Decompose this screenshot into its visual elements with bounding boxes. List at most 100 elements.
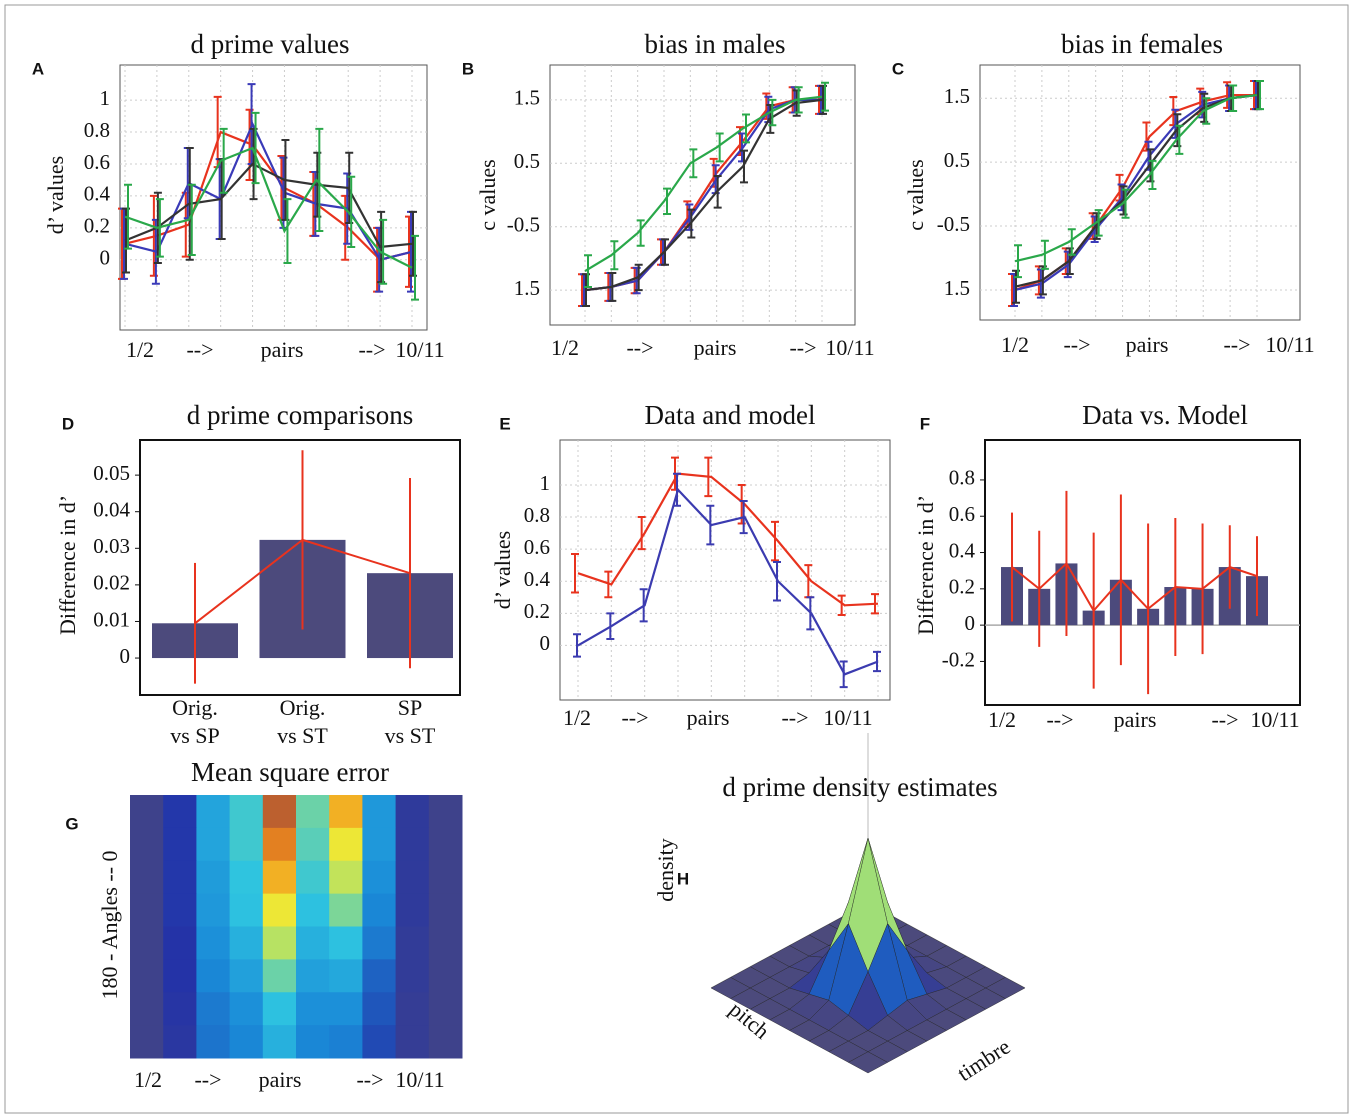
series-line [1014, 93, 1258, 288]
x-axis-label: 1/2 [134, 1067, 162, 1092]
figure-border [4, 4, 1349, 1114]
chart-title: Mean square error [191, 757, 389, 787]
chart-title: Data and model [645, 400, 816, 430]
heatmap-cell [428, 959, 463, 993]
heatmap-cell [130, 992, 164, 1026]
heatmap-cell [163, 992, 197, 1026]
heatmap-cell [262, 795, 297, 829]
panel-letter: H [677, 869, 689, 888]
chart-title: Data vs. Model [1082, 400, 1248, 430]
heatmap-cell [163, 795, 197, 829]
y-axis-label: c values [903, 159, 928, 230]
heatmap-cell [296, 860, 330, 895]
error-bar [663, 187, 671, 216]
heatmap-cell [296, 1025, 330, 1059]
panel-letter: E [499, 414, 510, 433]
error-bar [821, 81, 829, 112]
y-tick-label: 0.2 [949, 575, 975, 599]
heatmap-cell [262, 893, 297, 927]
y-tick-label: 0 [540, 631, 551, 655]
heatmap-cell [296, 992, 330, 1026]
y-tick-label: 0.6 [524, 535, 550, 559]
y-tick-label: 0.4 [524, 567, 551, 591]
chart-title: bias in males [645, 29, 786, 59]
y-axis-label: 180 - Angles -- 0 [97, 850, 122, 999]
error-bar [379, 218, 388, 285]
y-tick-label: 0.4 [84, 182, 111, 206]
error-bar [1256, 79, 1264, 111]
y-tick-label: 1.5 [944, 276, 970, 300]
heatmap-cell [130, 1025, 164, 1059]
error-bar [837, 594, 846, 616]
x-axis-label: 1/2 [1001, 332, 1029, 357]
heatmap-cell [196, 795, 231, 829]
error-bar [637, 516, 646, 551]
y-tick-label: 0.03 [93, 534, 130, 558]
heatmap-cell [428, 795, 463, 829]
y-tick-label: 1.5 [514, 86, 540, 110]
z-axis-label: density [653, 838, 678, 902]
heatmap-cell [395, 795, 430, 829]
series-line [124, 146, 413, 269]
heatmap-cell [395, 992, 430, 1026]
error-bar [1175, 124, 1184, 155]
heatmap-cell [329, 959, 363, 993]
x-axis-label: --> [1211, 707, 1238, 732]
x-axis-label: 10/11 [395, 337, 444, 362]
x-tick-label: SP [398, 695, 422, 720]
heatmap-cell [329, 893, 363, 927]
y-tick-label: -0.5 [507, 213, 540, 237]
error-bar [1148, 159, 1157, 190]
plot-frame [119, 64, 428, 331]
x-axis-label: pairs [694, 335, 737, 360]
x-axis-label: 10/11 [1250, 707, 1299, 732]
y-tick-label: 0.8 [524, 503, 550, 527]
x-axis-label: --> [194, 1067, 221, 1092]
heatmap-cell [395, 926, 430, 960]
x-axis-label: 10/11 [1265, 332, 1314, 357]
y-tick-label: 0 [100, 246, 111, 270]
y-tick-label: -0.2 [942, 647, 975, 671]
heatmap-cell [229, 860, 264, 895]
heatmap-cell [362, 827, 397, 862]
y-axis-label: d’ values [490, 531, 515, 609]
heatmap-cell [262, 959, 297, 993]
error-bar [187, 183, 196, 256]
heatmap-cell [395, 860, 430, 895]
panel-letter: C [892, 59, 904, 78]
y-tick-label: 1.5 [944, 84, 970, 108]
heatmap-cell [130, 860, 164, 895]
heatmap-cell [262, 860, 297, 895]
heatmap-cell [229, 926, 264, 960]
x-axis-label: pairs [687, 705, 730, 730]
heatmap-cell [196, 992, 231, 1026]
heatmap-cell [362, 926, 397, 960]
x-axis-label: --> [356, 1067, 383, 1092]
y-tick-label: 0.8 [84, 118, 110, 142]
error-bar [283, 198, 292, 264]
error-bar [251, 111, 260, 185]
x-axis-label: 1/2 [988, 707, 1016, 732]
heatmap-cell [329, 827, 363, 862]
heatmap-cell [296, 926, 330, 960]
heatmap-cell [362, 992, 397, 1026]
x-axis-label: --> [626, 335, 653, 360]
chart-title: d prime density estimates [722, 772, 997, 802]
error-bar [347, 175, 356, 248]
heatmap-cell [428, 893, 463, 927]
series-line [584, 95, 823, 273]
heatmap-cell [130, 959, 164, 993]
heatmap-cell [163, 827, 197, 862]
x-axis-label: --> [789, 335, 816, 360]
heatmap-cell [362, 795, 397, 829]
x-tick-label: vs SP [170, 723, 220, 748]
error-bar [636, 219, 645, 247]
plot-frame [549, 64, 856, 326]
heatmap-cell [296, 959, 330, 993]
x-axis-label: pairs [1114, 707, 1157, 732]
heatmap-cell [395, 827, 430, 862]
y-tick-label: 1.5 [514, 276, 540, 300]
panel-letter: F [920, 414, 930, 433]
heatmap-cell [163, 860, 197, 895]
